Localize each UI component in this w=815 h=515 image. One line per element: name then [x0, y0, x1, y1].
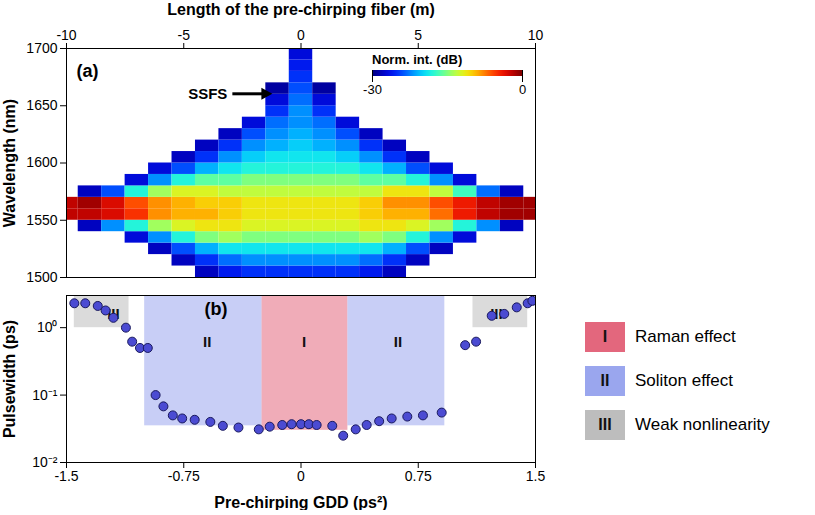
svg-text:Pulsewidth (ps): Pulsewidth (ps) — [1, 320, 18, 438]
svg-text:1650: 1650 — [26, 97, 57, 113]
svg-text:10⁻²: 10⁻² — [32, 454, 58, 470]
svg-text:1600: 1600 — [26, 154, 57, 170]
html-text:II: II — [600, 372, 610, 389]
html-text:III: III — [598, 416, 612, 433]
svg-text:-10: -10 — [56, 27, 76, 43]
svg-text:1550: 1550 — [26, 212, 57, 228]
svg-text:-30: -30 — [363, 82, 382, 97]
svg-text:I: I — [302, 333, 306, 350]
html-text:I: I — [602, 328, 608, 345]
svg-text:II: II — [394, 333, 402, 350]
svg-text:II: II — [203, 333, 211, 350]
svg-text:-0.75: -0.75 — [168, 468, 200, 484]
svg-text:-1.5: -1.5 — [54, 468, 78, 484]
svg-text:1.5: 1.5 — [526, 468, 546, 484]
svg-text:0.75: 0.75 — [405, 468, 432, 484]
html-text:Raman effect: Raman effect — [635, 327, 736, 346]
svg-text:III: III — [490, 304, 503, 322]
svg-text:1700: 1700 — [26, 40, 57, 56]
svg-text:0: 0 — [297, 468, 305, 484]
html-text:Weak nonlinearity: Weak nonlinearity — [635, 415, 770, 434]
html-text:Soliton effect: Soliton effect — [635, 371, 733, 390]
svg-text:Norm. int. (dB): Norm. int. (dB) — [372, 52, 462, 67]
svg-text:Pre-chirping GDD (ps²): Pre-chirping GDD (ps²) — [214, 494, 387, 511]
svg-text:Wavelength (nm): Wavelength (nm) — [1, 99, 18, 227]
svg-text:(a): (a) — [77, 61, 99, 81]
svg-text:(b): (b) — [205, 299, 228, 319]
svg-text:0: 0 — [519, 82, 526, 97]
svg-text:0: 0 — [297, 27, 305, 43]
svg-text:-5: -5 — [178, 27, 191, 43]
svg-text:Length of the pre-chirping fib: Length of the pre-chirping fiber (m) — [167, 1, 435, 18]
svg-text:1500: 1500 — [26, 269, 57, 285]
svg-text:10⁻¹: 10⁻¹ — [32, 387, 58, 403]
svg-text:10: 10 — [528, 27, 544, 43]
svg-text:SSFS: SSFS — [188, 85, 227, 102]
svg-text:10⁰: 10⁰ — [37, 319, 58, 335]
svg-text:5: 5 — [414, 27, 422, 43]
svg-text:III: III — [107, 304, 120, 322]
svg-text:(b): (b) — [75, 410, 77, 411]
